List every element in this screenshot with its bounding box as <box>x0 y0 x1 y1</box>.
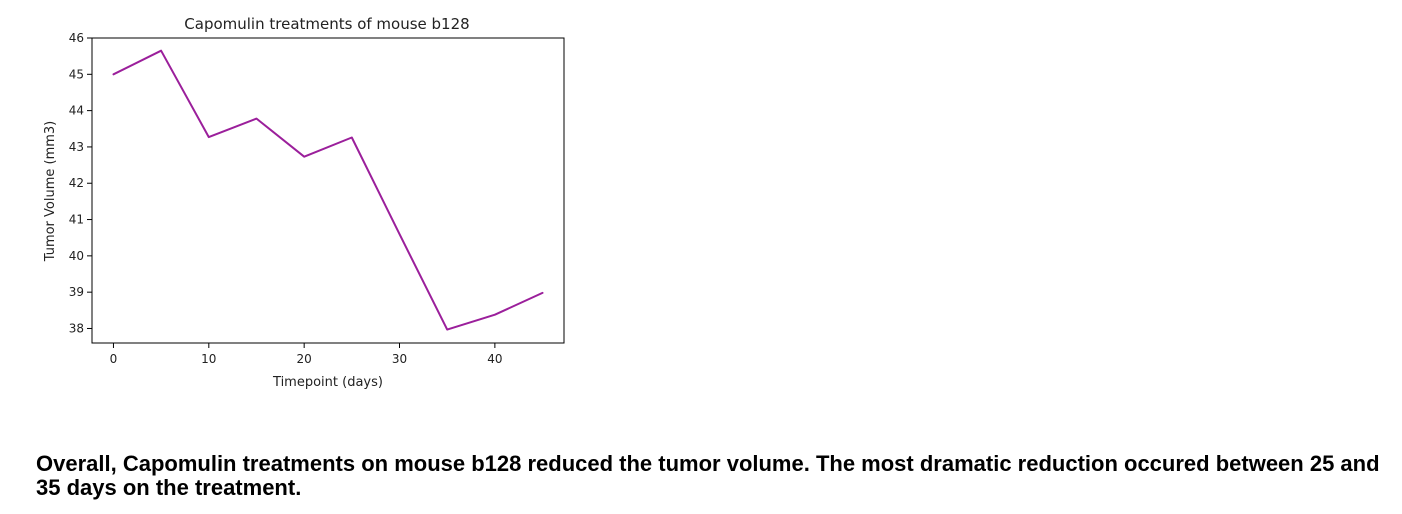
x-axis: 0 10 20 30 40 <box>110 343 503 366</box>
y-tick-label: 45 <box>69 67 84 81</box>
x-tick-label: 40 <box>487 352 502 366</box>
y-tick-label: 46 <box>69 31 84 45</box>
y-tick-label: 40 <box>69 249 84 263</box>
y-tick-label: 42 <box>69 176 84 190</box>
x-tick-label: 0 <box>110 352 118 366</box>
y-tick-label: 41 <box>69 213 84 227</box>
line-chart: Capomulin treatments of mouse b128 0 10 20… <box>43 15 565 390</box>
chart-title: Capomulin treatments of mouse b128 <box>184 15 469 33</box>
y-axis: 38 39 40 41 42 43 44 45 46 <box>69 31 92 335</box>
x-tick-label: 20 <box>297 352 312 366</box>
tumor-volume-line <box>112 49 544 331</box>
x-tick-label: 30 <box>392 352 407 366</box>
y-tick-label: 44 <box>69 104 84 118</box>
summary-text: Overall, Capomulin treatments on mouse b… <box>36 451 1380 500</box>
y-tick-label: 43 <box>69 140 84 154</box>
plot-area <box>112 49 544 331</box>
x-axis-label: Timepoint (days) <box>272 375 383 390</box>
y-axis-label: Tumor Volume (mm3) <box>43 121 58 263</box>
x-tick-label: 10 <box>201 352 216 366</box>
y-tick-label: 39 <box>69 285 84 299</box>
y-tick-label: 38 <box>69 321 84 335</box>
plot-frame <box>91 37 565 344</box>
